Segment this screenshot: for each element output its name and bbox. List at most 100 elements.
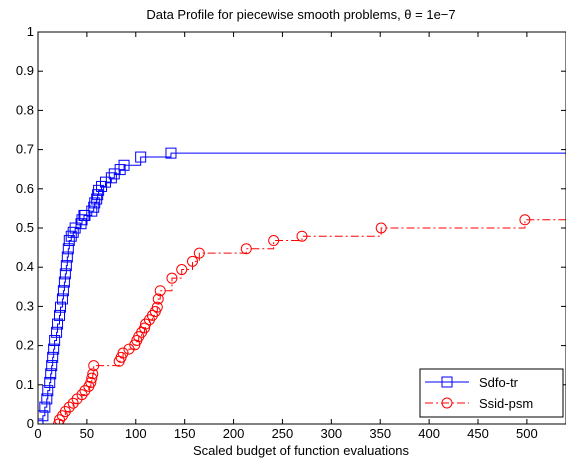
data-point-circle — [176, 264, 188, 276]
x-tick-label: 50 — [80, 426, 94, 441]
data-point-square — [99, 176, 111, 188]
data-point-square — [54, 301, 66, 313]
x-axis-label: Scaled budget of function evaluations — [193, 443, 410, 458]
series-ssid-psm — [53, 214, 566, 424]
data-point-square — [52, 318, 64, 330]
data-point-square — [108, 168, 120, 180]
data-point-square — [38, 410, 49, 422]
data-point-square — [89, 197, 101, 209]
data-point-square — [105, 172, 117, 184]
data-point-circle — [146, 309, 158, 321]
data-point-circle — [117, 347, 129, 359]
legend-marker-square — [441, 376, 453, 388]
legend-item-sdfo-tr: Sdfo-tr — [425, 375, 519, 390]
y-tick-label: 0.6 — [16, 181, 34, 196]
x-tick-label: 450 — [467, 426, 489, 441]
data-point-square — [60, 260, 72, 272]
data-point-square — [41, 393, 53, 405]
data-point-square — [61, 251, 73, 263]
data-point-square — [135, 151, 147, 163]
data-point-square — [46, 360, 58, 372]
data-point-square — [49, 335, 61, 347]
data-point-circle — [519, 214, 531, 226]
data-point-square — [51, 326, 63, 338]
data-point-square — [75, 218, 87, 230]
data-point-circle — [79, 385, 91, 397]
x-tick-label: 0 — [34, 426, 41, 441]
x-tick-label: 300 — [320, 426, 342, 441]
data-point-circle — [154, 285, 166, 297]
data-point-square — [63, 235, 75, 247]
data-point-square — [39, 401, 51, 413]
data-point-circle — [76, 389, 88, 401]
data-point-circle — [140, 318, 152, 330]
data-point-circle — [123, 343, 135, 355]
data-point-circle — [193, 247, 205, 259]
data-point-square — [44, 376, 56, 388]
legend: Sdfo-tr Ssid-psm — [419, 368, 564, 418]
y-tick-label: 0.2 — [16, 338, 34, 353]
x-tick-label: 350 — [369, 426, 391, 441]
series-line — [38, 152, 566, 424]
data-point-square — [79, 209, 91, 221]
data-point-square — [96, 180, 108, 192]
data-point-square — [93, 184, 105, 196]
data-point-circle — [59, 405, 71, 417]
data-point-square — [88, 201, 100, 213]
x-tick-label: 400 — [418, 426, 440, 441]
y-tick-label: 1 — [27, 24, 34, 39]
data-point-circle — [54, 414, 66, 424]
data-point-square — [42, 385, 54, 397]
x-tick-label: 500 — [516, 426, 538, 441]
data-point-square — [69, 222, 81, 234]
data-point-square — [57, 285, 69, 297]
x-tick-label: 150 — [174, 426, 196, 441]
x-tick-label: 200 — [223, 426, 245, 441]
data-point-square — [165, 147, 177, 159]
data-point-circle — [152, 293, 164, 305]
y-tick-label: 0.1 — [16, 377, 34, 392]
legend-label-ssid-psm: Ssid-psm — [479, 396, 533, 411]
data-point-square — [65, 230, 77, 242]
data-point-circle — [139, 322, 151, 334]
data-point-square — [67, 226, 79, 238]
x-axis: 0 50 100 150 200 250 300 350 400 450 500 — [34, 32, 538, 441]
data-point-circle — [375, 222, 387, 234]
data-point-circle — [67, 397, 79, 409]
data-point-circle — [87, 368, 99, 380]
legend-marker-circle — [441, 397, 453, 409]
legend-item-ssid-psm: Ssid-psm — [425, 396, 533, 411]
data-point-square — [114, 164, 126, 176]
data-point-square — [56, 293, 68, 305]
data-point-square — [91, 193, 103, 205]
data-point-circle — [88, 360, 100, 372]
chart-title: Data Profile for piecewise smooth proble… — [146, 7, 455, 22]
y-tick-label: 0.8 — [16, 102, 34, 117]
series-sdfo-tr — [38, 147, 566, 424]
data-point-circle — [151, 301, 163, 313]
data-point-circle — [240, 243, 252, 255]
data-point-square — [47, 351, 59, 363]
data-point-square — [54, 309, 66, 321]
data-point-square — [62, 243, 74, 255]
y-axis: 0 0.1 0.2 0.3 0.4 0.5 0.6 0.7 0.8 0.9 1 — [16, 24, 566, 431]
data-point-circle — [85, 376, 97, 388]
y-tick-label: 0 — [27, 416, 34, 431]
x-tick-label: 250 — [272, 426, 294, 441]
y-tick-label: 0.5 — [16, 220, 34, 235]
y-tick-label: 0.3 — [16, 298, 34, 313]
data-point-circle — [268, 235, 280, 247]
data-point-square — [45, 368, 57, 380]
legend-label-sdfo-tr: Sdfo-tr — [479, 375, 519, 390]
data-point-square — [76, 214, 88, 226]
data-point-circle — [166, 272, 178, 284]
data-point-circle — [186, 255, 198, 267]
data-point-square — [59, 268, 71, 280]
data-point-circle — [86, 372, 98, 384]
data-point-square — [58, 276, 70, 288]
data-point-square — [86, 205, 98, 217]
data-point-square — [48, 343, 60, 355]
data-point-square — [92, 189, 104, 201]
y-tick-label: 0.9 — [16, 63, 34, 78]
